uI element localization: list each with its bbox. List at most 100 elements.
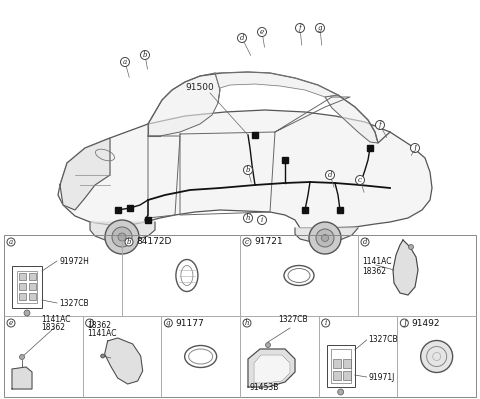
Bar [333,371,341,380]
Polygon shape [105,338,143,384]
Circle shape [164,319,172,327]
Text: d: d [363,238,367,246]
Circle shape [243,166,252,174]
Circle shape [309,222,341,254]
Text: f: f [379,121,381,129]
Bar [115,207,121,213]
Text: e: e [260,28,264,36]
Polygon shape [12,367,32,389]
Text: a: a [123,58,127,66]
Circle shape [101,354,105,358]
Text: i: i [261,216,263,224]
Text: h: h [245,319,249,327]
Circle shape [243,238,251,246]
Bar [337,207,343,213]
Circle shape [7,238,15,246]
Circle shape [120,57,130,67]
Bar [19,293,26,300]
Text: 1141AC: 1141AC [41,315,71,324]
Text: c: c [245,238,249,246]
Text: e: e [9,319,13,327]
Bar [29,293,36,300]
Bar [252,132,258,138]
Circle shape [238,34,247,43]
Circle shape [125,238,133,246]
Bar [145,217,151,223]
Text: 1327CB: 1327CB [369,336,398,344]
Text: 1327CB: 1327CB [278,315,308,324]
Text: d: d [240,34,244,42]
Circle shape [361,238,369,246]
Bar [19,273,26,280]
Polygon shape [148,73,220,136]
Polygon shape [248,349,295,387]
Circle shape [141,51,149,59]
Bar [17,271,37,303]
Circle shape [118,233,126,241]
Polygon shape [393,240,418,295]
Polygon shape [58,110,432,228]
Circle shape [243,319,251,327]
Polygon shape [60,138,110,210]
Circle shape [316,229,334,247]
Circle shape [420,340,453,373]
Text: b: b [143,51,147,59]
Text: h: h [246,214,250,222]
Bar [282,157,288,163]
Text: 1141AC: 1141AC [88,330,117,338]
Text: 91972H: 91972H [59,257,89,265]
Bar [343,359,351,368]
Text: 1141AC: 1141AC [362,257,392,267]
Text: b: b [246,166,250,174]
Text: b: b [127,238,131,246]
Polygon shape [295,228,358,242]
Circle shape [24,310,30,316]
Polygon shape [215,72,338,103]
Text: a: a [9,238,13,246]
Circle shape [105,220,139,254]
Text: g: g [166,319,170,327]
Circle shape [322,235,328,241]
Circle shape [112,227,132,247]
Circle shape [315,24,324,32]
Circle shape [243,213,252,223]
Bar [333,359,341,368]
Circle shape [400,319,408,327]
Text: 91453B: 91453B [250,383,279,392]
Circle shape [257,215,266,225]
Bar [327,345,355,387]
Bar [331,349,351,383]
Text: 18362: 18362 [41,323,65,332]
Text: 84172D: 84172D [136,237,171,247]
Bar [29,283,36,290]
Text: 1327CB: 1327CB [59,298,89,308]
Text: g: g [318,24,322,32]
Text: i: i [324,319,327,327]
Circle shape [257,28,266,36]
Circle shape [7,319,15,327]
Text: 91971J: 91971J [369,373,395,381]
Text: 91721: 91721 [254,237,283,247]
Circle shape [20,354,24,359]
Bar [367,145,373,151]
Circle shape [322,319,330,327]
Polygon shape [325,95,378,143]
Circle shape [408,245,413,249]
Text: 91492: 91492 [411,318,440,328]
Circle shape [265,342,271,348]
Text: J: J [414,144,416,152]
Circle shape [85,319,94,327]
Text: 91177: 91177 [175,318,204,328]
Bar [343,371,351,380]
Circle shape [356,176,364,184]
Circle shape [410,144,420,152]
Text: f: f [299,24,301,32]
Text: J: J [403,319,406,327]
Bar [19,283,26,290]
Circle shape [325,170,335,180]
Text: 91500: 91500 [185,83,214,92]
Text: d: d [328,171,332,179]
Bar [29,273,36,280]
Text: c: c [358,176,362,184]
Bar [4,235,476,397]
